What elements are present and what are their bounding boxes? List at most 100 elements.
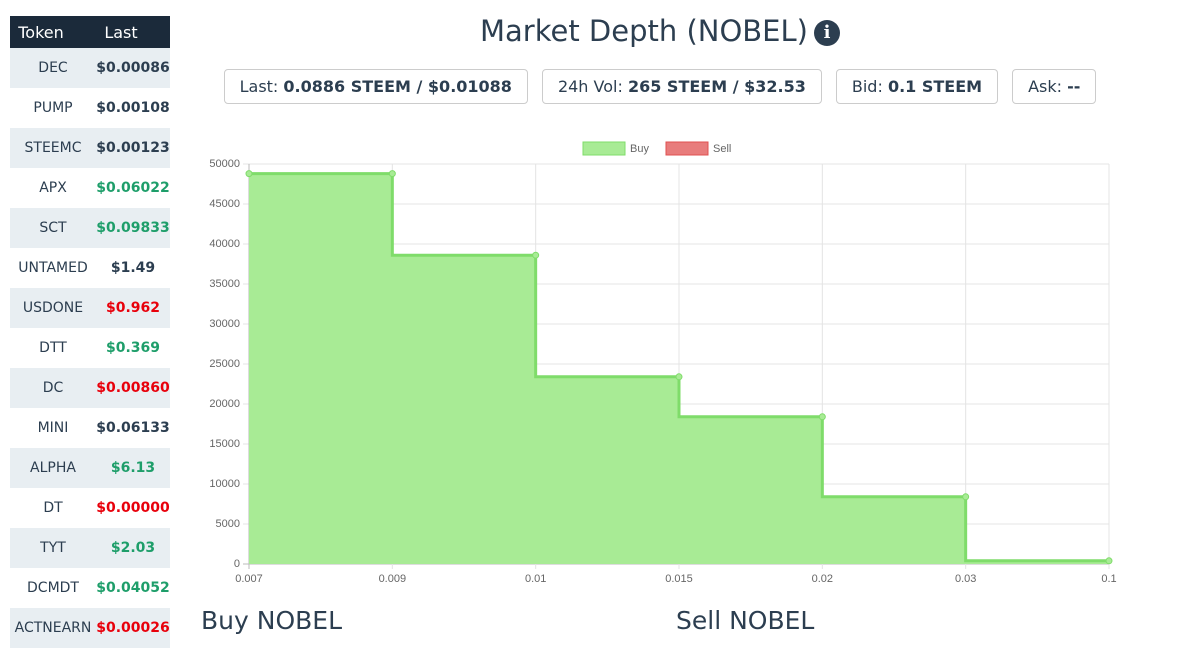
token-row[interactable]: STEEMC $0.00123 <box>10 128 170 168</box>
token-row[interactable]: APX $0.06022 <box>10 168 170 208</box>
token-price: $0.369 <box>105 340 161 356</box>
token-row[interactable]: PUMP $0.00108 <box>10 88 170 128</box>
token-name: ACTNEARN <box>14 620 92 636</box>
token-row[interactable]: UNTAMED $1.49 <box>10 248 170 288</box>
x-tick-label: 0.007 <box>235 573 263 585</box>
data-point <box>532 251 540 259</box>
token-name: DC <box>42 380 64 396</box>
stat-box: 24h Vol: 265 STEEM / $32.53 <box>541 69 822 104</box>
data-point <box>818 413 826 421</box>
x-tick-label: 0.009 <box>379 573 407 585</box>
token-price: $6.13 <box>110 460 156 476</box>
stat-box: Last: 0.0886 STEEM / $0.01088 <box>223 69 528 104</box>
stat-value: 265 STEEM / $32.53 <box>627 77 806 96</box>
legend-label: Buy <box>630 143 649 155</box>
token-price: $0.00086 <box>96 60 170 76</box>
y-tick-label: 15000 <box>209 438 240 450</box>
token-name: TYT <box>40 540 66 556</box>
token-row[interactable]: SCT $0.09833 <box>10 208 170 248</box>
x-tick-label: 0.02 <box>812 573 833 585</box>
data-point <box>245 170 253 178</box>
y-tick-label: 0 <box>234 558 240 570</box>
token-row[interactable]: DCMDT $0.04052 <box>10 568 170 608</box>
page-title: Market Depth (NOBEL) <box>480 14 808 48</box>
token-price: $0.00000 <box>96 500 170 516</box>
token-name: ALPHA <box>30 460 76 476</box>
stat-value: 0.1 STEEM <box>887 77 983 96</box>
token-row[interactable]: MINI $0.06133 <box>10 408 170 448</box>
y-tick-label: 45000 <box>209 198 240 210</box>
y-tick-label: 30000 <box>209 318 240 330</box>
y-tick-label: 25000 <box>209 358 240 370</box>
token-row[interactable]: DT $0.00000 <box>10 488 170 528</box>
token-price: $0.09833 <box>96 220 170 236</box>
stat-label: Last: <box>239 77 279 96</box>
stat-value: -- <box>1067 77 1081 96</box>
token-name: APX <box>39 180 67 196</box>
section-heading: Buy NOBEL <box>201 606 342 635</box>
sidebar-rows: DEC $0.00086 PUMP $0.00108 STEEMC $0.00123 APX… <box>10 48 170 648</box>
section-heading: Sell NOBEL <box>676 606 815 635</box>
token-name: DCMDT <box>27 580 79 596</box>
token-row[interactable]: ACTNEARN $0.00026 <box>10 608 170 648</box>
x-tick-label: 0.015 <box>665 573 693 585</box>
token-price: $1.49 <box>110 260 156 276</box>
stats-bar: Last: 0.0886 STEEM / $0.01088 24h Vol: 26… <box>180 69 1140 104</box>
header-cell: Last <box>104 22 138 42</box>
y-tick-label: 20000 <box>209 398 240 410</box>
token-name: SCT <box>39 220 67 236</box>
info-icon[interactable]: i <box>813 20 840 46</box>
token-name: USDONE <box>22 300 84 316</box>
token-name: PUMP <box>33 100 73 116</box>
x-tick-label: 0.1 <box>1101 573 1116 585</box>
depth-chart: 0 5000 10000 15000 20000 25000 30000 35000 40000… <box>209 141 1117 585</box>
token-row[interactable]: DTT $0.369 <box>10 328 170 368</box>
token-price: $0.06022 <box>96 180 170 196</box>
y-tick-label: 5000 <box>216 518 240 530</box>
data-point <box>388 170 396 178</box>
y-tick-label: 10000 <box>209 478 240 490</box>
token-price: $2.03 <box>110 540 156 556</box>
legend-label: Sell <box>713 143 731 155</box>
sidebar-header: Token Last <box>10 16 170 48</box>
token-name: MINI <box>37 420 69 436</box>
token-name: DEC <box>38 60 68 76</box>
token-row[interactable]: DC $0.00860 <box>10 368 170 408</box>
stat-value: 0.0886 STEEM / $0.01088 <box>283 77 512 96</box>
legend-swatch <box>582 141 626 156</box>
stat-box: Ask: -- <box>1012 69 1097 104</box>
header-cell: Token <box>18 22 64 42</box>
token-row[interactable]: USDONE $0.962 <box>10 288 170 328</box>
x-tick-label: 0.03 <box>955 573 976 585</box>
title-bar: Market Depth (NOBEL) i <box>180 14 1140 48</box>
legend-swatch <box>665 141 709 156</box>
token-row[interactable]: TYT $2.03 <box>10 528 170 568</box>
token-row[interactable]: ALPHA $6.13 <box>10 448 170 488</box>
token-name: DTT <box>39 340 67 356</box>
token-price: $0.06133 <box>96 420 170 436</box>
stat-label: Ask: <box>1028 77 1063 96</box>
token-row[interactable]: DEC $0.00086 <box>10 48 170 88</box>
token-price: $0.962 <box>105 300 161 316</box>
token-price: $0.00026 <box>96 620 170 636</box>
data-point <box>675 373 683 381</box>
series-line <box>249 172 1109 563</box>
token-price: $0.00860 <box>96 380 170 396</box>
stat-box: Bid: 0.1 STEEM <box>835 69 999 104</box>
token-sidebar: Token Last DEC $0.00086 PUMP $0.00108 STEEMC… <box>10 16 170 648</box>
token-name: DT <box>43 500 63 516</box>
y-tick-label: 40000 <box>209 238 240 250</box>
y-tick-label: 50000 <box>209 158 240 170</box>
y-tick-label: 35000 <box>209 278 240 290</box>
token-name: STEEMC <box>24 140 82 156</box>
token-price: $0.00108 <box>96 100 170 116</box>
stat-label: Bid: <box>851 77 883 96</box>
data-point <box>962 493 970 501</box>
token-name: UNTAMED <box>18 260 88 276</box>
token-price: $0.04052 <box>96 580 170 596</box>
x-tick-label: 0.01 <box>525 573 546 585</box>
token-price: $0.00123 <box>96 140 170 156</box>
data-point <box>1105 557 1113 565</box>
stat-label: 24h Vol: <box>557 77 623 96</box>
